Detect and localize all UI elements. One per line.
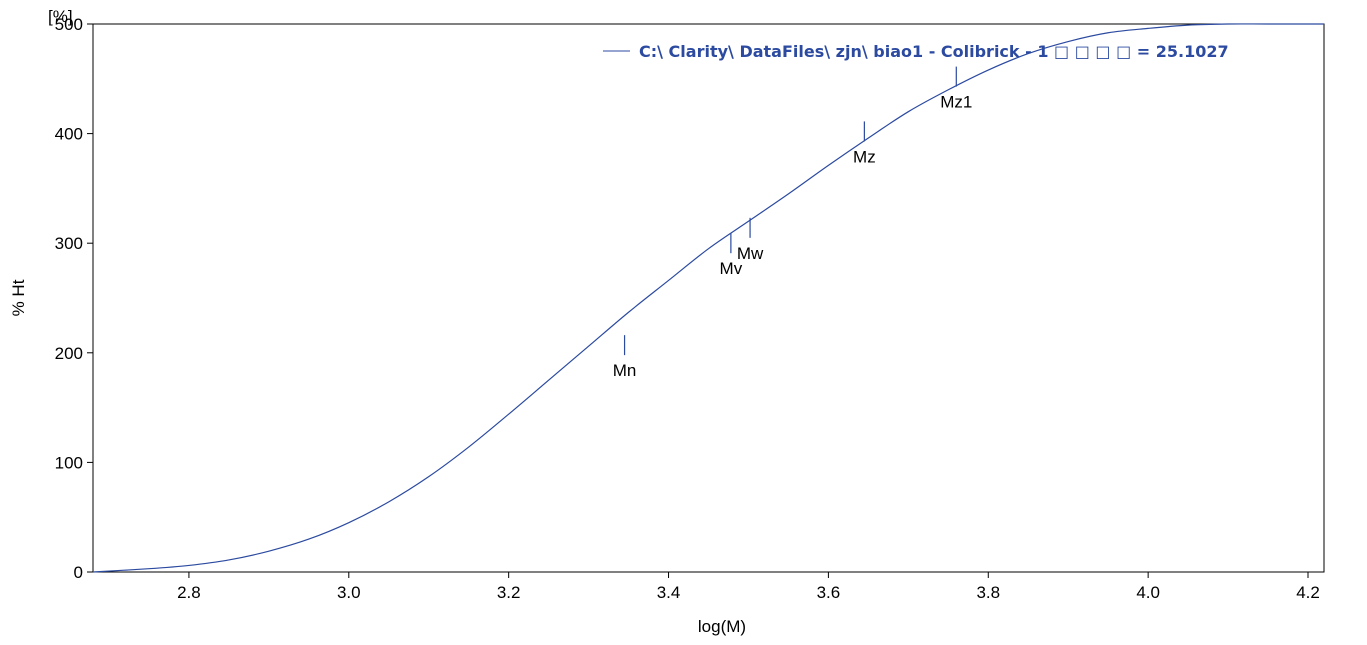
plot-frame [92,23,1325,573]
x-tick-label: 4.0 [1136,583,1160,602]
marker-label: Mn [613,361,637,380]
series-layer [92,23,1324,573]
legend-entry: C:\ Clarity\ DataFiles\ zjn\ biao1 - Col… [639,42,1229,61]
x-tick-label: 3.6 [817,583,841,602]
marker-label: Mv [720,259,743,278]
y-axis-title: % Ht [9,279,28,316]
marker-label: Mz [853,147,876,166]
y-axis-unit: [%] [48,7,73,26]
x-tick-label: 3.4 [657,583,681,602]
x-axis: 2.8 3.0 3.2 3.4 3.6 3.8 4.0 4.2 [177,572,1320,602]
y-axis: 0 100 200 300 400 500 [55,15,93,582]
y-tick-label: 400 [55,125,83,144]
x-tick-label: 3.8 [976,583,1000,602]
x-tick-label: 2.8 [177,583,201,602]
marker-label: Mz1 [940,93,972,112]
marker-label: Mw [737,244,764,263]
y-tick-label: 0 [74,563,83,582]
y-tick-label: 200 [55,344,83,363]
x-tick-label: 3.0 [337,583,361,602]
x-axis-title: log(M) [698,617,746,636]
series-line [92,23,1324,573]
y-tick-label: 500 [55,15,83,34]
legend: C:\ Clarity\ DataFiles\ zjn\ biao1 - Col… [603,42,1229,61]
x-tick-label: 4.2 [1296,583,1320,602]
y-tick-label: 100 [55,453,83,472]
x-tick-label: 3.2 [497,583,521,602]
y-tick-label: 300 [55,234,83,253]
